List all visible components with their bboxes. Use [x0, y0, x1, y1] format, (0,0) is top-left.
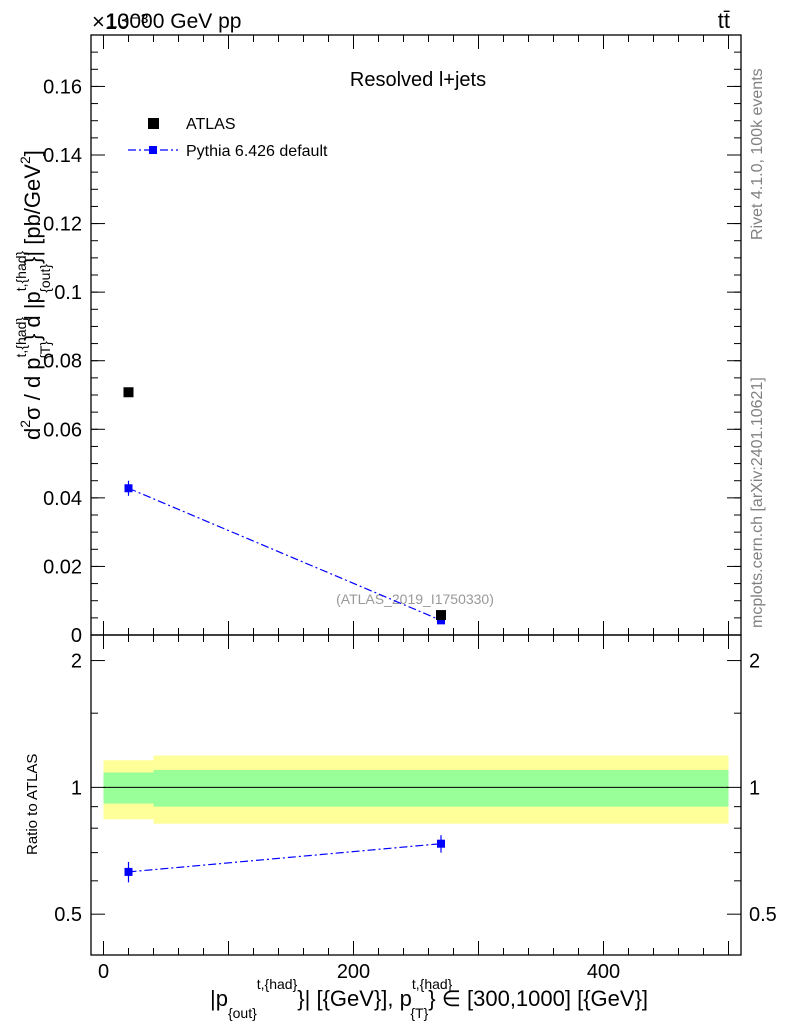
- main-y-tick-label: 0.12: [43, 214, 82, 236]
- ratio-y-tick-label-right: 0.5: [749, 904, 777, 926]
- x-tick-label: 400: [587, 961, 620, 983]
- analysis-label: (ATLAS_2019_I1750330): [336, 591, 494, 607]
- ratio-y-axis-label: Ratio to ATLAS: [24, 754, 41, 855]
- legend-marker-atlas: [148, 118, 159, 129]
- legend: ATLAS Pythia 6.426 default: [128, 116, 328, 160]
- ratio-pythia-point: [437, 839, 445, 848]
- ratio-y-tick-label: 2: [71, 651, 82, 673]
- x-tick-label: 200: [337, 961, 370, 983]
- main-y-axis-label: d2σ / d pt,{had} {T}} d |pt,{had} {out}}| …: [13, 150, 53, 440]
- svg-text:|p{out}t,{had}}| [{GeV}], pt,{: |p{out}t,{had}}| [{GeV}], pt,{had} {T}} ∈…: [210, 976, 648, 1021]
- ratio-bands: [103, 755, 729, 824]
- pythia-point: [124, 484, 133, 493]
- atlas-point: [436, 610, 446, 621]
- ratio-pythia-point: [124, 867, 133, 876]
- legend-label-atlas: ATLAS: [186, 116, 236, 133]
- main-x-axis: [103, 35, 729, 635]
- legend-marker-pythia: [149, 146, 157, 154]
- main-y-tick-label: 0.1: [54, 282, 82, 304]
- pythia-line: [128, 487, 442, 621]
- ratio-x-axis: 0 200 400: [98, 635, 729, 983]
- pythia-point: [437, 616, 445, 625]
- main-y-axis: 0 0.02 0.04 0.06 0.08 0.1 0.12 0.14 0.16: [43, 34, 741, 647]
- rivet-version-label: Rivet 4.1.0, 100k events: [749, 68, 766, 240]
- x-axis-label: |p{out}t,{had}}| [{GeV}], pt,{had} {T}} ∈…: [210, 976, 648, 1021]
- main-y-tick-label: 0.04: [43, 488, 82, 510]
- ratio-pythia-line: [128, 843, 442, 873]
- ratio-inner-band: [153, 769, 729, 807]
- exponent-label: ×10⁻³: [92, 9, 148, 34]
- ratio-inner-band: [103, 772, 154, 804]
- ratio-y-tick-label: 0.5: [54, 904, 82, 926]
- process-label: tt̄: [718, 8, 730, 33]
- main-y-tick-label: 0.02: [43, 556, 82, 578]
- main-y-tick-label: 0: [71, 625, 82, 647]
- ratio-y-tick-label: 1: [71, 777, 82, 799]
- legend-label-pythia: Pythia 6.426 default: [186, 143, 328, 160]
- svg-text:d2σ / d pt,{had}{T}} d |pt,{: d2σ / d pt,{had} {T}} d |pt,{had} {out}}| …: [13, 150, 53, 440]
- main-y-tick-label: 0.16: [43, 76, 82, 98]
- main-y-tick-label: 0.14: [43, 145, 82, 167]
- atlas-point: [123, 387, 134, 398]
- energy-label: 13000 GeV pp: [106, 10, 241, 33]
- main-title: Resolved l+jets: [350, 69, 486, 91]
- ratio-data-layer: [124, 835, 445, 883]
- ratio-y-axis: 0.5 0.5 1 1 2 2: [54, 651, 777, 927]
- mcplots-label: mcplots.cern.ch [arXiv:2401.10621]: [749, 377, 766, 628]
- main-data-layer: [123, 387, 446, 625]
- x-tick-label: 0: [98, 961, 109, 983]
- main-y-tick-label: 0.08: [43, 351, 82, 373]
- ratio-frame: [90, 634, 742, 956]
- ratio-y-tick-label-right: 2: [749, 651, 760, 673]
- ratio-y-tick-label-right: 1: [749, 777, 760, 799]
- main-y-tick-label: 0.06: [43, 419, 82, 441]
